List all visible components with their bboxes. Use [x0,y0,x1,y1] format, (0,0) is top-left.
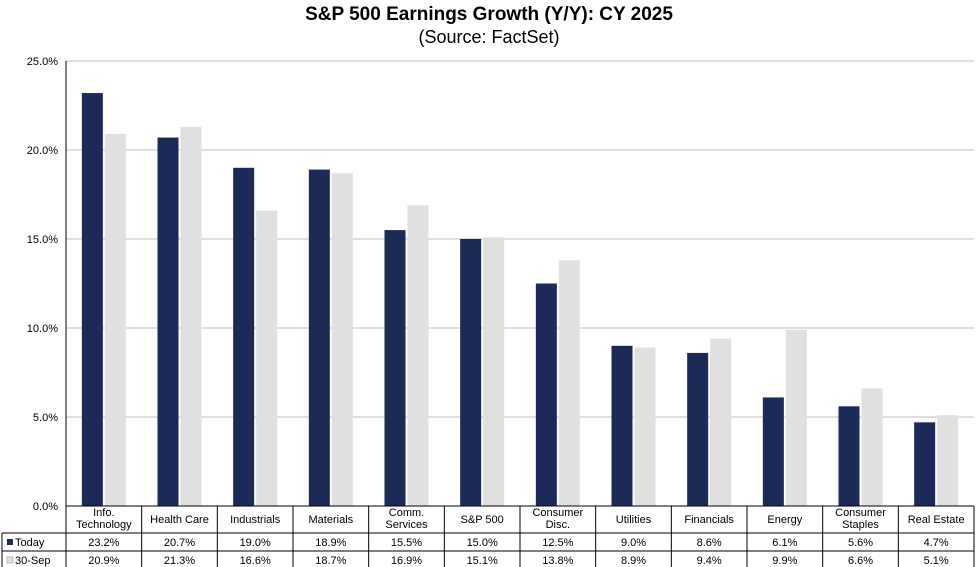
bar-30-sep [483,237,505,506]
bar-30-sep [558,260,580,506]
legend-swatch [6,556,14,564]
y-tick-label: 5.0% [33,412,58,424]
data-label: 16.9% [391,555,422,567]
category-label: Comm. [389,507,424,519]
category-label: Consumer [532,507,583,519]
bar-today [914,422,936,506]
bar-30-sep [407,205,429,506]
bar-today [687,352,709,506]
category-label: Energy [767,514,802,526]
category-label: Disc. [546,519,570,531]
data-label: 15.0% [467,537,498,549]
data-label: 21.3% [164,555,195,567]
data-label: 9.0% [621,537,646,549]
y-tick-label: 10.0% [27,323,58,335]
data-label: 8.6% [697,537,722,549]
data-label: 23.2% [88,537,119,549]
bar-today [157,137,179,507]
data-label: 5.6% [848,537,873,549]
bar-30-sep [331,173,353,506]
bar-today [233,167,255,507]
legend-swatch [7,539,13,545]
bar-today [81,93,103,506]
data-label: 8.9% [621,555,646,567]
chart-title: S&P 500 Earnings Growth (Y/Y): CY 2025 [305,4,673,25]
data-label: 20.7% [164,537,195,549]
category-label: Services [385,519,428,531]
y-tick-label: 20.0% [27,145,58,157]
category-label: Technology [76,519,132,531]
bar-today [762,397,784,506]
category-label: Info. [93,507,114,519]
bar-30-sep [256,210,278,506]
data-label: 20.9% [88,555,119,567]
data-label: 6.6% [848,555,873,567]
bar-today [460,239,482,506]
category-label: Consumer [835,507,886,519]
data-label: 18.7% [315,555,346,567]
category-label: Financials [684,514,734,526]
data-label: 6.1% [772,537,797,549]
data-label: 18.9% [315,537,346,549]
legend-label: 30-Sep [15,555,50,567]
data-label: 5.1% [924,555,949,567]
bar-30-sep [785,329,807,506]
data-label: 9.4% [697,555,722,567]
data-label: 19.0% [240,537,271,549]
bar-today [308,169,330,506]
bar-30-sep [710,338,732,506]
y-tick-label: 25.0% [27,56,58,68]
bar-30-sep [937,415,959,506]
legend-label: Today [15,537,45,549]
data-label: 16.6% [240,555,271,567]
data-label: 13.8% [542,555,573,567]
bar-30-sep [634,347,656,506]
category-label: Health Care [150,514,209,526]
data-label: 4.7% [924,537,949,549]
category-label: Real Estate [908,514,965,526]
bar-30-sep [104,133,126,507]
category-label: Staples [842,519,879,531]
bar-30-sep [180,126,202,507]
bar-today [535,283,557,506]
data-label: 15.5% [391,537,422,549]
category-label: Industrials [230,514,281,526]
y-tick-label: 0.0% [33,501,58,513]
bar-today [611,345,633,506]
chart-subtitle: (Source: FactSet) [418,27,560,47]
category-label: Utilities [616,514,652,526]
data-label: 9.9% [772,555,797,567]
data-label: 12.5% [542,537,573,549]
bar-30-sep [861,388,883,506]
category-label: Materials [309,514,354,526]
bar-today [838,406,860,506]
category-label: S&P 500 [461,514,504,526]
bar-today [384,230,406,506]
y-tick-label: 15.0% [27,234,58,246]
data-label: 15.1% [467,555,498,567]
